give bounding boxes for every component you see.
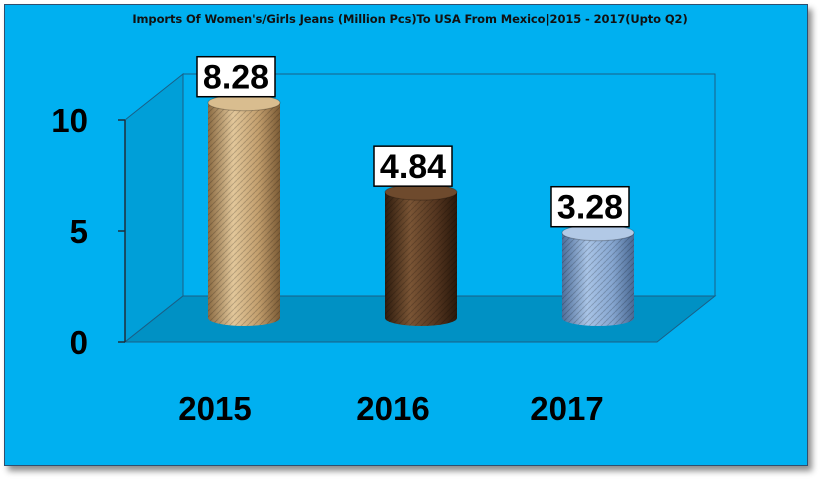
bar-2015 xyxy=(207,94,281,326)
data-label-box xyxy=(196,55,276,98)
bar-texture xyxy=(385,192,457,326)
x-tick-label: 2015 xyxy=(178,390,251,427)
side-wall xyxy=(124,72,184,344)
bar-2017 xyxy=(561,224,635,326)
data-label: 4.84 xyxy=(380,148,446,186)
bar-texture xyxy=(562,232,634,326)
y-tick-label: 5 xyxy=(70,213,88,250)
data-label-box xyxy=(373,145,453,187)
bar-texture xyxy=(208,102,280,326)
bar-2016 xyxy=(384,183,458,326)
chart-title: Imports Of Women's/Girls Jeans (Million … xyxy=(132,12,688,26)
y-tick-label: 10 xyxy=(51,102,88,139)
data-label: 3.28 xyxy=(557,189,623,227)
data-label-box xyxy=(550,185,630,228)
x-tick-label: 2017 xyxy=(530,390,603,427)
data-label: 8.28 xyxy=(203,59,269,97)
y-tick-label: 0 xyxy=(70,324,88,361)
x-tick-label: 2016 xyxy=(356,390,429,427)
